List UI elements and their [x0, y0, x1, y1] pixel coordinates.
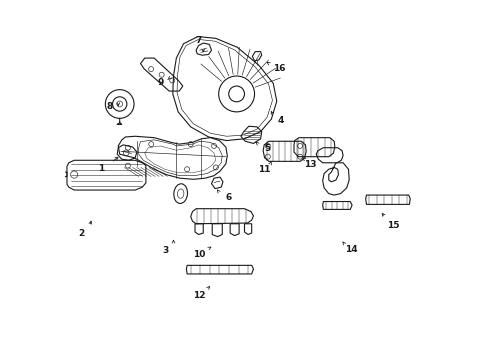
- Text: 14: 14: [345, 246, 357, 255]
- Text: 7: 7: [195, 36, 202, 45]
- Text: 10: 10: [192, 250, 205, 259]
- Text: 13: 13: [303, 160, 316, 169]
- Text: 6: 6: [225, 193, 231, 202]
- Text: 11: 11: [257, 165, 269, 174]
- Text: 3: 3: [162, 246, 168, 255]
- Text: 5: 5: [264, 144, 270, 153]
- Text: 4: 4: [277, 116, 284, 125]
- Text: 9: 9: [158, 78, 164, 87]
- Text: 15: 15: [386, 221, 399, 230]
- Text: 16: 16: [272, 64, 285, 73]
- Text: 2: 2: [79, 229, 84, 238]
- Text: 1: 1: [98, 164, 104, 173]
- Text: 12: 12: [192, 291, 205, 300]
- Text: 8: 8: [106, 102, 112, 111]
